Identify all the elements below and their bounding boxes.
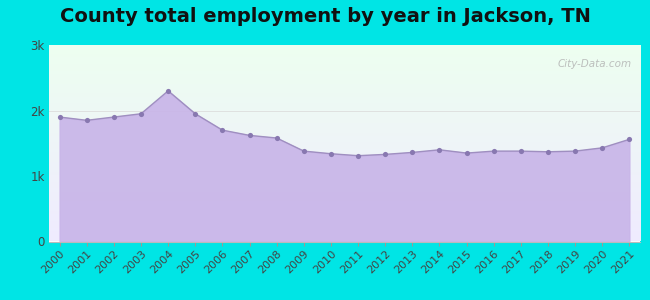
Point [407, 150, 417, 155]
Point [326, 151, 336, 156]
Point [515, 149, 526, 154]
Point [489, 149, 499, 154]
Point [55, 115, 65, 119]
Point [380, 152, 391, 157]
Point [272, 136, 282, 140]
Text: County total employment by year in Jackson, TN: County total employment by year in Jacks… [60, 8, 590, 26]
Point [81, 118, 92, 123]
Point [190, 111, 200, 116]
Point [597, 146, 608, 150]
Point [136, 111, 146, 116]
Point [570, 149, 580, 154]
Point [624, 137, 634, 142]
Text: City-Data.com: City-Data.com [557, 59, 631, 69]
Point [217, 128, 228, 133]
Point [244, 133, 255, 138]
Point [163, 88, 174, 93]
Point [543, 149, 553, 154]
Point [434, 147, 445, 152]
Point [298, 149, 309, 154]
Point [462, 151, 472, 155]
Point [109, 115, 119, 119]
Point [353, 153, 363, 158]
